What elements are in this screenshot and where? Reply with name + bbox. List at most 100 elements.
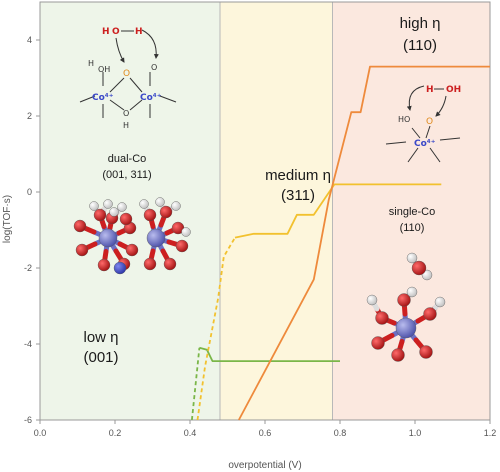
single-co-facet-label: (110) bbox=[400, 222, 425, 234]
series-1-line-solid bbox=[234, 183, 442, 239]
single-co-text: Co⁴⁺ bbox=[414, 139, 436, 149]
series-1-line-dashed bbox=[196, 237, 236, 421]
region-high-facet: (110) bbox=[403, 37, 437, 54]
region-low-title: low η bbox=[83, 329, 118, 346]
co-right-text: Co⁴⁺ bbox=[140, 93, 162, 103]
oxygen-atom bbox=[143, 257, 157, 271]
dual-co-mechanism-schematic: H O H H OH O O Co⁴⁺ Co⁴⁺ O H bbox=[79, 27, 177, 130]
co-right-eq bbox=[159, 95, 177, 103]
h-text-left: H bbox=[88, 59, 94, 68]
oxygen-atom bbox=[163, 257, 177, 271]
region-low-facet: (001) bbox=[83, 349, 118, 366]
series-2-line-solid bbox=[238, 65, 490, 421]
dual-co-ball-and-stick-model bbox=[73, 197, 191, 275]
co-left-eq bbox=[79, 95, 96, 103]
y-axis-title: log(TOF·s) bbox=[2, 195, 13, 243]
x-axis-ticks: 0.0 0.2 0.4 0.6 0.8 1.0 1.2 bbox=[34, 420, 497, 438]
co-bond-2 bbox=[129, 77, 143, 93]
water-h-right-text: H bbox=[135, 27, 143, 37]
hydrogen-atom bbox=[117, 202, 127, 212]
region-medium-facet: (311) bbox=[281, 187, 315, 204]
h-text-bottom: H bbox=[123, 121, 129, 130]
region-low-background bbox=[40, 2, 220, 420]
oxygen-atom bbox=[175, 239, 189, 253]
co-ligand-2 bbox=[439, 137, 461, 141]
x-axis-title: overpotential (V) bbox=[228, 460, 301, 471]
oxygen-atom bbox=[143, 208, 157, 222]
oxygen-atom bbox=[159, 205, 173, 219]
hydrogen-atom bbox=[155, 197, 165, 207]
hydrogen-atom bbox=[139, 199, 149, 209]
y-tick-label: -6 bbox=[24, 415, 32, 425]
oxygen-atom bbox=[93, 208, 107, 222]
o-text-orange: O bbox=[426, 117, 433, 127]
oxygen-atom bbox=[371, 336, 385, 350]
co-ligand-4 bbox=[429, 147, 441, 163]
single-co-label: single-Co bbox=[389, 206, 435, 218]
dual-co-facets-label: (001, 311) bbox=[102, 169, 151, 181]
oxygen-atom bbox=[73, 219, 87, 233]
co-bond-3 bbox=[109, 99, 125, 111]
series-0-line-solid bbox=[199, 346, 340, 363]
y-tick-label: 4 bbox=[27, 35, 32, 45]
co-ligand-3 bbox=[407, 147, 419, 163]
series-layer bbox=[191, 65, 490, 421]
cobalt-atom bbox=[146, 228, 166, 248]
oxygen-atom bbox=[119, 212, 133, 226]
o-text-right: O bbox=[151, 63, 157, 72]
ho-text: HO bbox=[398, 115, 410, 124]
hydrogen-atom bbox=[89, 201, 99, 211]
y-tick-label: -2 bbox=[24, 263, 32, 273]
oxygen-atom bbox=[375, 311, 389, 325]
water-molecule-model bbox=[406, 252, 433, 281]
hydrogen-atom bbox=[181, 227, 191, 237]
hydrogen-atom bbox=[366, 294, 378, 306]
hydrogen-atom bbox=[109, 207, 119, 217]
oh-text-red: OH bbox=[446, 85, 461, 95]
water-o-text: O bbox=[112, 27, 120, 37]
cobalt-atom bbox=[98, 228, 118, 248]
o-text-bridge: O bbox=[123, 69, 130, 79]
arrow-h-to-ho bbox=[406, 85, 425, 111]
oxygen-atom bbox=[419, 345, 433, 359]
single-co-ball-and-stick-model bbox=[366, 286, 446, 362]
y-axis-ticks: -6 -4 -2 0 2 4 bbox=[24, 35, 40, 425]
x-tick-label: 0.0 bbox=[34, 428, 47, 438]
co-bond-1 bbox=[109, 77, 125, 93]
oxygen-atom bbox=[411, 260, 427, 276]
arrow-h-to-oh bbox=[141, 29, 159, 59]
y-tick-label: -4 bbox=[24, 339, 32, 349]
oxygen-atom bbox=[423, 307, 437, 321]
hydrogen-atom bbox=[103, 199, 113, 209]
x-tick-label: 1.0 bbox=[409, 428, 422, 438]
hydrogen-atom bbox=[434, 296, 446, 308]
x-tick-label: 0.2 bbox=[109, 428, 122, 438]
series-0-line-dashed bbox=[191, 347, 201, 421]
nitrogen-atom bbox=[113, 261, 127, 275]
co-bond-4 bbox=[129, 99, 143, 111]
arrow-oh-to-o bbox=[435, 95, 447, 117]
co-left-text: Co⁴⁺ bbox=[92, 93, 114, 103]
oxygen-atom bbox=[125, 243, 139, 257]
co-o-bond-2 bbox=[425, 125, 431, 139]
x-tick-label: 0.4 bbox=[184, 428, 197, 438]
x-tick-label: 1.2 bbox=[484, 428, 497, 438]
single-co-mechanism-schematic: H OH HO O Co⁴⁺ bbox=[385, 85, 461, 163]
oxygen-atom bbox=[97, 258, 111, 272]
y-tick-label: 2 bbox=[27, 111, 32, 121]
arrow-water-to-o bbox=[115, 37, 125, 63]
cobalt-atom bbox=[395, 317, 417, 339]
co-ligand-1 bbox=[385, 141, 407, 145]
region-high-background bbox=[332, 2, 490, 420]
x-tick-label: 0.6 bbox=[259, 428, 272, 438]
dual-co-label: dual-Co bbox=[108, 153, 147, 165]
hydrogen-atom bbox=[171, 201, 181, 211]
oxygen-atom bbox=[75, 243, 89, 257]
y-tick-label: 0 bbox=[27, 187, 32, 197]
region-high-title: high η bbox=[400, 15, 441, 32]
h-text-red: H bbox=[426, 85, 434, 95]
x-tick-label: 0.8 bbox=[334, 428, 347, 438]
o-text-bottom: O bbox=[123, 109, 129, 118]
water-h-left-text: H bbox=[102, 27, 110, 37]
